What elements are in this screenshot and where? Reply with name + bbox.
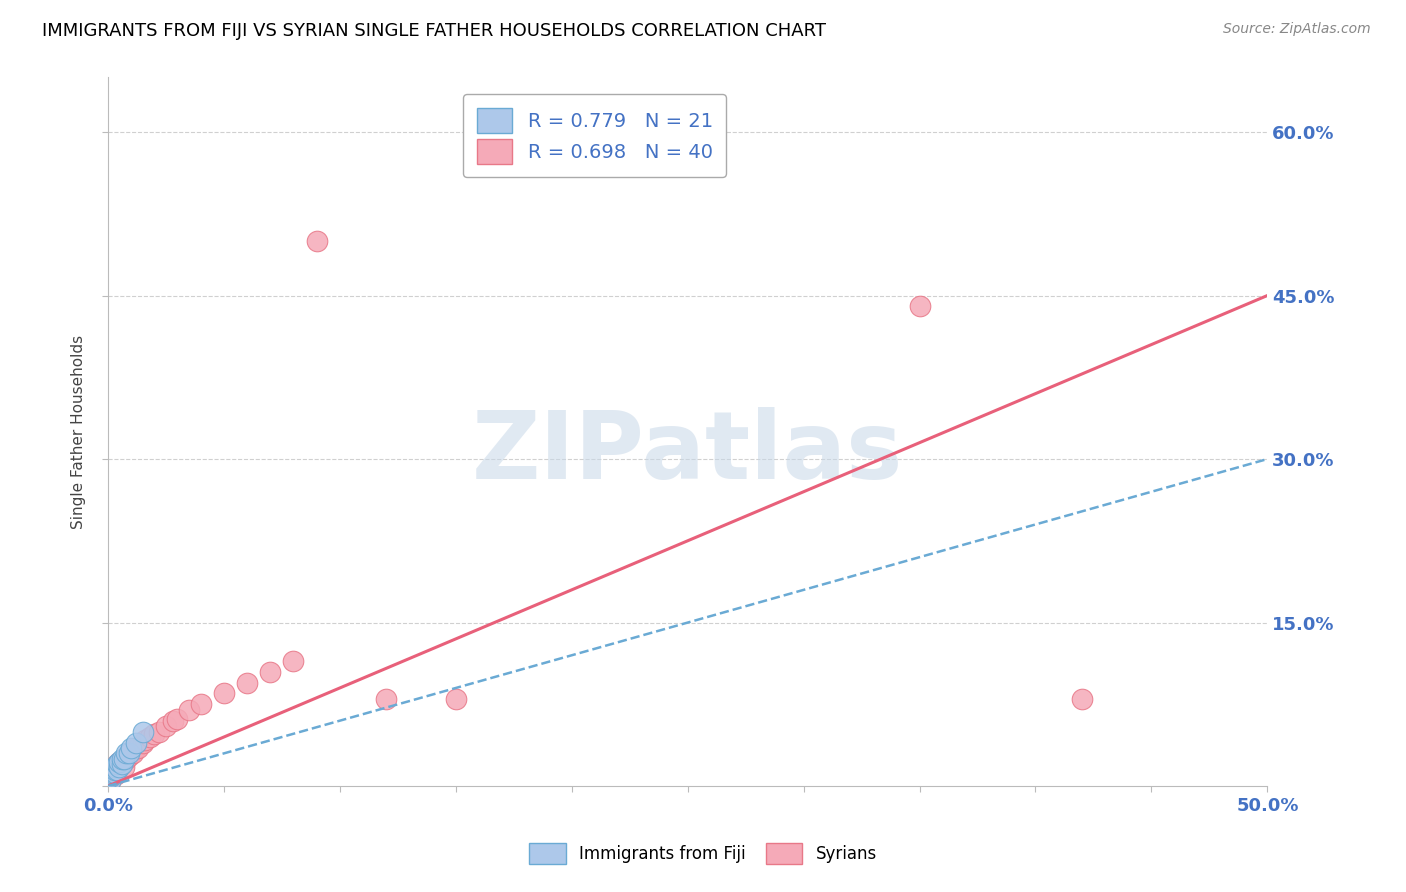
Point	[444, 692, 467, 706]
Point	[98, 771, 121, 785]
Point	[105, 757, 128, 772]
Point	[124, 735, 146, 749]
Point	[148, 724, 170, 739]
Point	[101, 763, 124, 777]
Point	[131, 724, 153, 739]
Point	[127, 741, 149, 756]
Point	[155, 719, 177, 733]
Point	[101, 768, 124, 782]
Point	[162, 714, 184, 728]
Point	[98, 771, 121, 785]
Point	[143, 727, 166, 741]
Point	[120, 747, 142, 761]
Point	[104, 766, 127, 780]
Point	[104, 759, 127, 773]
Point	[908, 300, 931, 314]
Point	[101, 766, 124, 780]
Point	[138, 730, 160, 744]
Point	[283, 654, 305, 668]
Point	[111, 757, 134, 772]
Point	[112, 752, 135, 766]
Text: IMMIGRANTS FROM FIJI VS SYRIAN SINGLE FATHER HOUSEHOLDS CORRELATION CHART: IMMIGRANTS FROM FIJI VS SYRIAN SINGLE FA…	[42, 22, 827, 40]
Point	[190, 698, 212, 712]
Point	[131, 735, 153, 749]
Point	[166, 712, 188, 726]
Point	[305, 234, 328, 248]
Point	[212, 686, 235, 700]
Text: ZIPatlas: ZIPatlas	[472, 407, 903, 499]
Point	[115, 747, 138, 761]
Point	[124, 741, 146, 756]
Point	[101, 766, 124, 780]
Point	[375, 692, 398, 706]
Point	[101, 763, 124, 777]
Point	[108, 759, 131, 773]
Point	[104, 768, 127, 782]
Text: Source: ZipAtlas.com: Source: ZipAtlas.com	[1223, 22, 1371, 37]
Point	[177, 703, 200, 717]
Point	[134, 733, 156, 747]
Point	[104, 763, 127, 777]
Point	[122, 747, 145, 761]
Point	[108, 759, 131, 773]
Point	[115, 752, 138, 766]
Y-axis label: Single Father Households: Single Father Households	[72, 334, 86, 529]
Point	[117, 748, 139, 763]
Point	[101, 768, 124, 782]
Point	[236, 675, 259, 690]
Point	[98, 766, 121, 780]
Point	[1070, 692, 1092, 706]
Point	[98, 773, 121, 788]
Point	[105, 763, 128, 777]
Point	[117, 747, 139, 761]
Point	[104, 759, 127, 773]
Legend: R = 0.779   N = 21, R = 0.698   N = 40: R = 0.779 N = 21, R = 0.698 N = 40	[464, 95, 727, 178]
Point	[98, 773, 121, 788]
Legend: Immigrants from Fiji, Syrians: Immigrants from Fiji, Syrians	[523, 837, 883, 871]
Point	[105, 757, 128, 772]
Point	[108, 755, 131, 769]
Point	[98, 768, 121, 782]
Point	[108, 755, 131, 769]
Point	[112, 759, 135, 773]
Point	[259, 665, 281, 679]
Point	[111, 752, 134, 766]
Point	[120, 741, 142, 756]
Point	[112, 752, 135, 766]
Point	[111, 757, 134, 772]
Point	[105, 763, 128, 777]
